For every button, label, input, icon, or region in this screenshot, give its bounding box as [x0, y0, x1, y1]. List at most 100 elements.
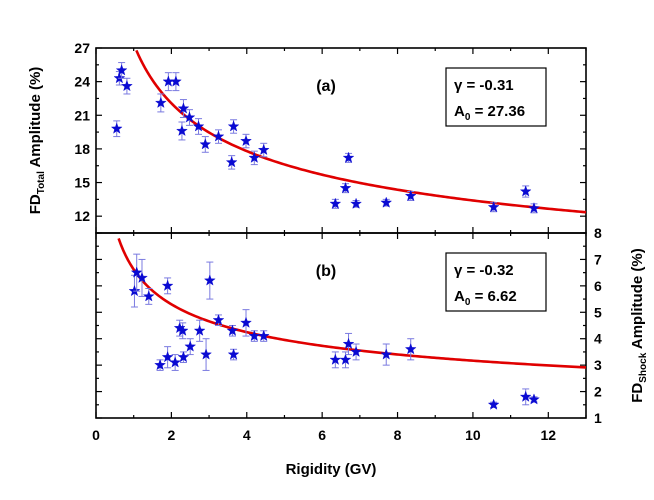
data-point-star — [350, 197, 362, 209]
data-point-star — [113, 72, 126, 84]
data-point-star — [380, 196, 393, 208]
y-tick-label: 21 — [74, 107, 90, 123]
y-tick-label: 7 — [594, 251, 602, 267]
data-point-star — [248, 151, 261, 163]
legend-a0-subscript: 0 — [465, 297, 471, 308]
legend-box-b — [445, 252, 547, 312]
data-point-star — [227, 348, 240, 360]
legend-a0-b: A0 = 6.62 — [454, 288, 517, 308]
data-point-star — [342, 337, 355, 350]
x-tick-label: 0 — [92, 427, 100, 443]
legend-a0-value: = 27.36 — [470, 103, 525, 120]
legend-box-a — [445, 67, 547, 127]
legend-a0-main: A — [454, 103, 465, 120]
data-point-star — [226, 324, 239, 336]
x-axis-title: Rigidity (GV) — [286, 461, 377, 478]
x-tick-label: 8 — [394, 427, 402, 443]
data-point-star — [519, 185, 532, 197]
x-tick-label: 10 — [465, 427, 481, 443]
x-tick-label: 2 — [167, 427, 175, 443]
panel-tag-b: (b) — [316, 263, 336, 280]
data-point-star — [177, 102, 190, 114]
y-tick-label: 1 — [594, 410, 602, 426]
data-point-star — [339, 353, 352, 365]
y-axis-title-rest: Amplitude (%) — [629, 248, 646, 352]
data-point-star — [257, 329, 270, 342]
data-point-star — [110, 122, 123, 134]
y-axis-title-subscript: Total — [36, 171, 47, 194]
data-point-star — [240, 134, 252, 147]
panel-a: 12 15 18 21 24 27 FDTotal Amplitude (%) (a) γ = … — [27, 40, 587, 234]
y-tick-label: 12 — [74, 208, 90, 224]
y-axis-title-a: FDTotal Amplitude (%) — [27, 67, 47, 215]
y-tick-label: 27 — [74, 40, 90, 56]
data-point-star — [121, 79, 133, 92]
data-point-star — [161, 351, 174, 363]
data-point-star — [329, 197, 342, 209]
data-point-star — [212, 130, 225, 142]
data-point-star — [176, 324, 189, 336]
data-point-star — [350, 345, 362, 357]
x-tick-label: 6 — [318, 427, 326, 443]
x-tick-label: 4 — [243, 427, 251, 443]
data-point-star — [528, 202, 540, 214]
y-tick-label: 15 — [74, 175, 90, 191]
data-point-star — [142, 290, 155, 302]
data-point-star — [170, 75, 182, 87]
data-point-star — [519, 390, 532, 402]
data-point-star — [339, 181, 352, 194]
y-axis-title-main: FD — [27, 194, 44, 214]
data-point-star — [528, 393, 540, 405]
y-tick-label: 6 — [594, 278, 602, 294]
data-point-star — [184, 340, 197, 352]
data-point-star — [227, 120, 240, 132]
data-point-star — [130, 266, 143, 278]
fit-curve-a — [135, 49, 587, 214]
data-point-star — [161, 279, 174, 291]
fit-curve-b — [117, 237, 587, 369]
data-point-star — [404, 189, 417, 202]
data-point-star — [380, 348, 393, 360]
data-point-star — [203, 274, 216, 286]
data-point-star — [193, 324, 206, 336]
panel-tag-a: (a) — [316, 78, 336, 95]
data-point-star — [136, 271, 148, 283]
y-axis-title-main: FD — [629, 383, 646, 403]
y-axis-title-rest: Amplitude (%) — [27, 67, 44, 171]
data-point-star — [487, 398, 500, 410]
data-point-star — [212, 314, 225, 326]
legend-gamma-b: γ = -0.32 — [454, 262, 514, 279]
data-point-star — [487, 201, 500, 213]
y-tick-label: 24 — [74, 74, 90, 90]
data-point-star — [404, 343, 417, 355]
y-tick-label: 3 — [594, 357, 602, 373]
data-point-star — [200, 348, 212, 360]
y-tick-label: 4 — [594, 331, 602, 347]
data-point-star — [257, 143, 270, 156]
data-point-star — [240, 316, 252, 328]
y-tick-label: 5 — [594, 304, 602, 320]
data-point-star — [199, 138, 212, 150]
panel-b: 1 2 3 4 5 6 7 8 FDShock Amplitude (%) (b) γ = -0.3… — [95, 225, 649, 426]
data-point-star — [169, 356, 182, 368]
y-tick-label: 2 — [594, 384, 602, 400]
legend-gamma-a: γ = -0.31 — [454, 77, 514, 94]
y-tick-label: 8 — [594, 225, 602, 241]
data-point-star — [115, 64, 128, 76]
data-point-star — [154, 96, 167, 108]
legend-a0-subscript: 0 — [465, 112, 471, 123]
data-point-star — [225, 156, 238, 168]
legend-a0-a: A0 = 27.36 — [454, 103, 525, 123]
data-point-star — [154, 358, 166, 371]
y-axis-title-b: FDShock Amplitude (%) — [629, 248, 649, 402]
y-tick-label: 18 — [74, 141, 90, 157]
data-point-star — [192, 120, 205, 132]
data-point-star — [176, 124, 188, 136]
legend-a0-main: A — [454, 288, 465, 305]
x-tick-label: 12 — [541, 427, 557, 443]
legend-a0-value: = 6.62 — [470, 288, 516, 305]
data-point-star — [329, 353, 342, 365]
data-point-star — [183, 111, 196, 123]
data-point-star — [128, 284, 141, 297]
